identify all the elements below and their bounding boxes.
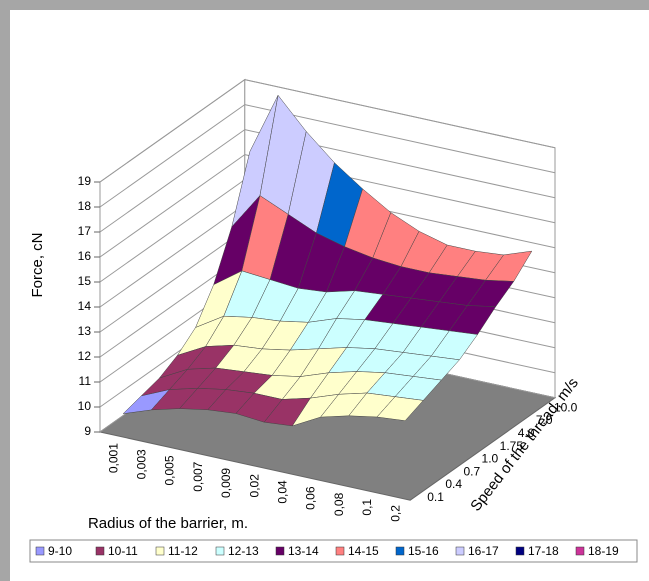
z-tick-label: 14: [78, 299, 92, 313]
z-tick-label: 9: [84, 424, 91, 438]
x-tick-label: 0,04: [275, 480, 289, 504]
grid-line: [99, 179, 246, 283]
legend-label: 9-10: [48, 544, 72, 558]
grid-line: [99, 79, 246, 183]
grid-line: [244, 104, 556, 174]
x-tick-label: 0,02: [247, 474, 261, 498]
grid-line: [99, 204, 246, 308]
x-tick-label: 0,2: [388, 505, 402, 522]
legend-swatch: [575, 546, 585, 556]
grid-line: [99, 229, 246, 333]
grid-line: [99, 129, 246, 233]
legend-label: 16-17: [468, 544, 499, 558]
x-tick-label: 0,009: [219, 468, 233, 498]
y-tick-label: 10.0: [554, 400, 578, 414]
grid-line: [244, 79, 556, 149]
legend-swatch: [275, 546, 285, 556]
z-tick-label: 12: [78, 349, 92, 363]
surface-patch: [376, 396, 424, 421]
z-axis-title: Force, cN: [29, 232, 46, 297]
z-tick-label: 19: [78, 174, 92, 188]
y-tick-label: 0.4: [445, 477, 462, 491]
z-tick-label: 11: [79, 374, 92, 388]
z-tick-label: 15: [78, 274, 92, 288]
x-tick-label: 0,001: [106, 443, 120, 473]
x-tick-label: 0,1: [360, 499, 374, 516]
legend-swatch: [35, 546, 45, 556]
z-tick-label: 10: [78, 399, 92, 413]
legend-swatch: [515, 546, 525, 556]
legend-box: [29, 539, 638, 563]
legend-label: 14-15: [348, 544, 379, 558]
legend-swatch: [455, 546, 465, 556]
x-tick-label: 0,005: [163, 455, 177, 485]
legend-swatch: [95, 546, 105, 556]
z-tick-label: 16: [78, 249, 92, 263]
legend-label: 17-18: [528, 544, 559, 558]
legend-label: 18-19: [588, 544, 619, 558]
legend-swatch: [335, 546, 345, 556]
x-axis-title: Radius of the barrier, m.: [88, 515, 248, 532]
legend-label: 11-12: [168, 544, 198, 558]
x-tick-label: 0,007: [191, 461, 205, 491]
legend-swatch: [395, 546, 405, 556]
grid-line: [99, 104, 246, 208]
legend-label: 12-13: [228, 544, 259, 558]
y-tick-label: 1.75: [500, 439, 524, 453]
x-tick-label: 0,06: [304, 486, 318, 510]
z-tick-label: 18: [78, 199, 92, 213]
legend-label: 10-11: [108, 544, 138, 558]
legend-label: 15-16: [408, 544, 439, 558]
legend-label: 13-14: [288, 544, 319, 558]
x-tick-label: 0,08: [332, 492, 346, 516]
y-tick-label: 0.7: [463, 464, 480, 478]
y-tick-label: 0.1: [427, 490, 444, 504]
legend-swatch: [155, 546, 165, 556]
z-tick-label: 17: [78, 224, 92, 238]
y-tick-label: 1.0: [482, 452, 499, 466]
grid-line: [99, 154, 246, 258]
y-tick-label: 7.0: [536, 413, 553, 427]
y-tick-label: 4.0: [518, 426, 535, 440]
x-tick-label: 0,003: [134, 449, 148, 479]
legend-swatch: [215, 546, 225, 556]
z-tick-label: 13: [78, 324, 92, 338]
